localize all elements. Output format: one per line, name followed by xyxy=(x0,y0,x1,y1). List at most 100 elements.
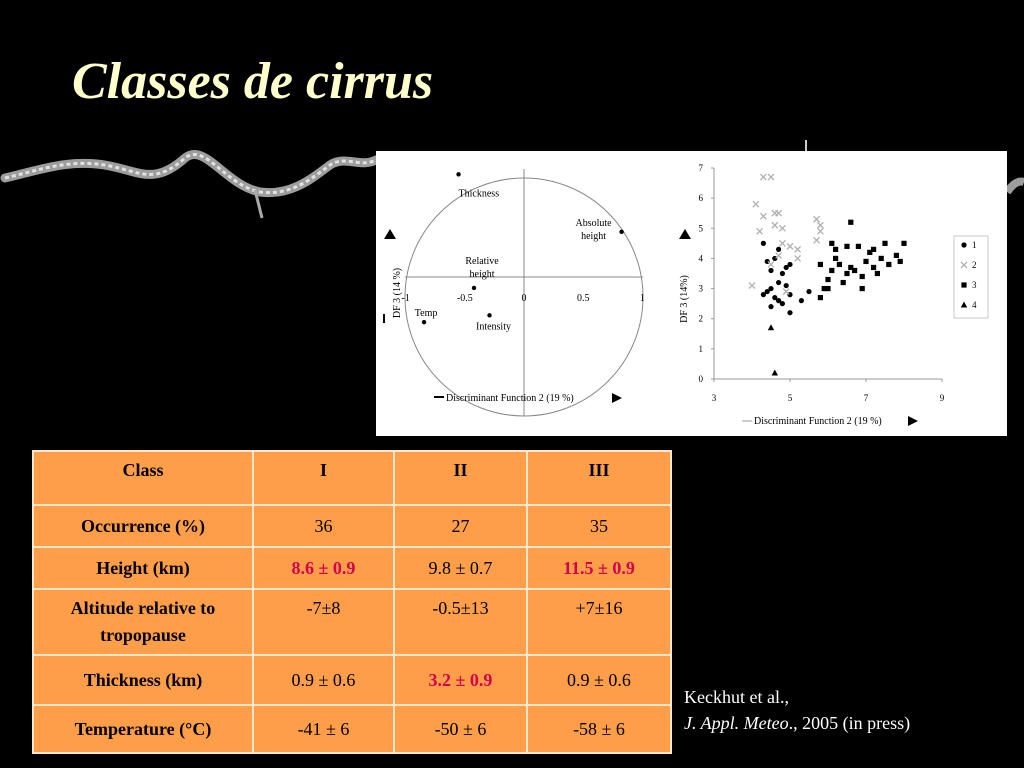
citation: Keckhut et al., J. Appl. Meteo., 2005 (i… xyxy=(684,684,910,736)
left-y-axis-label: DF 3 (14 %) xyxy=(392,268,403,318)
table-row-label: Altitude relative to tropopause xyxy=(32,588,254,656)
scatter-point-series-3 xyxy=(817,261,823,268)
correlation-circle-panel: -1 -0.5 0 0.5 1 Thickness Absolute height Relat… xyxy=(383,169,645,417)
scatter-point-series-3 xyxy=(848,264,854,271)
scatter-point-series-3 xyxy=(874,270,880,277)
table-cell: -41 ± 6 xyxy=(252,704,395,754)
scatter-point-series-2 xyxy=(778,239,786,247)
scatter-point-series-2 xyxy=(813,236,821,244)
scatter-y-axis-label: DF 3 (14%) xyxy=(679,275,690,323)
scatter-y-tick-label: 4 xyxy=(699,253,704,263)
table-header-class-1: I xyxy=(252,450,395,506)
scatter-point-series-3 xyxy=(825,276,831,283)
table-cell: -7±8 xyxy=(252,588,395,656)
left-x-tick-label: -0.5 xyxy=(457,293,473,304)
scatter-point-series-1 xyxy=(768,267,774,274)
scatter-y-arrow-icon xyxy=(679,229,691,239)
table-cell: -0.5±13 xyxy=(393,588,528,656)
table-cell: 9.8 ± 0.7 xyxy=(393,546,528,590)
scatter-point-series-2 xyxy=(771,221,779,229)
lidar-backscatter-strip xyxy=(0,140,1024,219)
scatter-point-series-3 xyxy=(863,258,869,265)
scatter-point-series-1 xyxy=(776,298,782,304)
scatter-point-series-1 xyxy=(806,288,812,295)
scatter-point-series-3 xyxy=(855,243,861,249)
scatter-point-series-1 xyxy=(783,264,789,271)
scatter-point-series-1 xyxy=(787,261,793,268)
citation-reference: J. Appl. Meteo., 2005 (in press) xyxy=(684,710,910,736)
scatter-point-series-4 xyxy=(771,369,778,376)
scatter-point-series-2 xyxy=(767,173,775,181)
scatter-legend-box xyxy=(953,235,989,319)
scatter-point-series-3 xyxy=(886,261,892,268)
scatter-point-series-3 xyxy=(882,240,888,246)
variable-point xyxy=(471,285,477,291)
table-row-label: Height (km) xyxy=(32,546,254,590)
scatter-point-series-3 xyxy=(897,258,903,265)
scatter-point-series-1 xyxy=(783,282,789,289)
scatter-y-tick-label: 6 xyxy=(699,193,704,203)
scatter-point-series-3 xyxy=(833,246,839,252)
table-row: Thickness (km) 0.9 ± 0.6 3.2 ± 0.9 0.9 ± 0.… xyxy=(32,654,672,706)
scatter-x-tick-label: 5 xyxy=(788,393,793,403)
scatter-point-series-1 xyxy=(768,285,774,292)
scatter-point-series-3 xyxy=(821,285,827,292)
legend-label: 2 xyxy=(972,260,977,270)
scatter-point-series-3 xyxy=(829,240,835,246)
scatter-point-series-1 xyxy=(779,301,785,307)
scatter-point-series-3 xyxy=(836,261,842,268)
scatter-point-series-3 xyxy=(817,295,823,301)
table-cell: 11.5 ± 0.9 xyxy=(526,546,672,590)
citation-authors: Keckhut et al., xyxy=(684,687,789,707)
scatter-point-series-3 xyxy=(840,279,846,286)
discriminant-analysis-figure: -1 -0.5 0 0.5 1 Thickness Absolute height Relat… xyxy=(376,151,1007,436)
scatter-point-series-2 xyxy=(775,251,783,259)
scatter-point-series-3 xyxy=(852,267,858,274)
slide-title: Classes de cirrus xyxy=(72,53,434,110)
scatter-x-tick-label: 9 xyxy=(940,393,945,403)
legend-label: 1 xyxy=(972,240,977,250)
variable-point xyxy=(421,319,427,325)
table-row: Occurrence (%) 36 27 35 xyxy=(32,504,672,548)
variable-point xyxy=(619,229,624,235)
left-x-axis-label: Discriminant Function 2 (19 %) xyxy=(446,393,574,404)
scatter-point-series-2 xyxy=(775,209,783,217)
legend-marker-series-1 xyxy=(961,242,967,248)
scatter-y-tick-label: 2 xyxy=(699,314,704,324)
scatter-point-series-1 xyxy=(776,279,782,286)
table-cell: -50 ± 6 xyxy=(393,704,528,754)
table-cell: 35 xyxy=(526,504,672,548)
table-row-label: Thickness (km) xyxy=(32,654,254,706)
left-x-tick-label: 0.5 xyxy=(577,293,590,304)
scatter-point-series-4 xyxy=(767,324,775,331)
table-row-label: Temperature (°C) xyxy=(32,704,254,754)
scatter-point-series-2 xyxy=(813,215,821,223)
variable-label: Intensity xyxy=(476,321,511,332)
scatter-point-series-2 xyxy=(767,260,775,268)
table-cell: 0.9 ± 0.6 xyxy=(526,654,672,706)
scatter-point-series-2 xyxy=(759,173,767,181)
table-cell: 8.6 ± 0.9 xyxy=(252,546,395,590)
scatter-x-tick-label: 3 xyxy=(712,393,717,403)
scatter-point-series-2 xyxy=(778,224,786,232)
scatter-point-series-3 xyxy=(833,255,839,262)
scatter-point-series-3 xyxy=(848,219,854,225)
legend-marker-series-3 xyxy=(961,282,967,288)
scatter-point-series-1 xyxy=(768,304,774,310)
scatter-point-series-2 xyxy=(752,200,760,208)
legend-marker-series-4 xyxy=(960,301,968,308)
table-cell: 27 xyxy=(393,504,528,548)
scatter-point-series-2 xyxy=(816,221,824,229)
table-header-class-3: III xyxy=(526,450,672,506)
scatter-point-series-2 xyxy=(759,212,767,220)
scatter-point-series-1 xyxy=(760,240,766,246)
table-header-class-2: II xyxy=(393,450,528,506)
scatter-point-series-1 xyxy=(772,295,778,301)
scatter-point-series-1 xyxy=(760,292,766,298)
table-row: Height (km) 8.6 ± 0.9 9.8 ± 0.7 11.5 ± 0.9 xyxy=(32,546,672,590)
scatter-point-series-3 xyxy=(844,270,850,277)
scatter-point-series-1 xyxy=(787,310,793,316)
scatter-y-tick-label: 3 xyxy=(699,284,704,294)
scatter-point-series-3 xyxy=(878,255,884,262)
scatter-point-series-2 xyxy=(756,227,764,235)
